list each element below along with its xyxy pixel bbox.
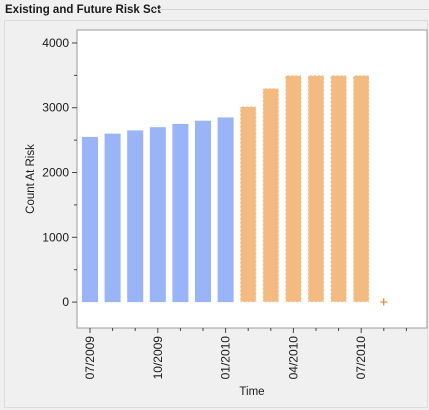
x-tick-label-0: 07/2009 <box>83 336 97 380</box>
x-axis-title: Time <box>239 386 264 398</box>
bar-future-2010-07 <box>352 74 370 303</box>
y-tick-label-4: 4000 <box>42 36 69 50</box>
bar-existing-2009-11 <box>172 123 189 303</box>
x-tick-label-2: 01/2010 <box>219 336 233 380</box>
x-axis: 07/2009 10/2009 01/2010 04/2010 07/2010 <box>83 328 407 380</box>
bar-future-2010-05 <box>307 74 325 303</box>
bar-future-2010-03 <box>262 87 280 303</box>
bar-existing-2009-07 <box>82 136 98 303</box>
panel-header[interactable]: Existing and Future Risk Set <box>0 0 429 19</box>
bar-existing-2009-12 <box>195 120 211 303</box>
x-tick-label-4: 07/2010 <box>354 336 368 380</box>
y-axis-title: Count At Risk <box>25 144 37 214</box>
bar-existing-2009-08 <box>104 133 121 303</box>
x-tick-label-3: 04/2010 <box>286 336 300 380</box>
bar-future-2010-06 <box>330 74 348 303</box>
bars <box>82 74 370 303</box>
bar-existing-2010-01 <box>217 117 234 303</box>
bar-future-2010-02 <box>239 105 257 303</box>
panel-title: Existing and Future Risk Set <box>5 3 161 16</box>
y-tick-label-2: 2000 <box>42 166 69 180</box>
header-divider <box>152 9 429 10</box>
bar-existing-2009-09 <box>127 130 144 303</box>
y-tick-label-0: 0 <box>62 295 69 309</box>
markers: + <box>379 294 388 311</box>
bar-existing-2009-10 <box>149 127 166 303</box>
bar-future-2010-04 <box>284 74 302 303</box>
plus-marker-0: + <box>379 294 388 311</box>
y-axis: 0 1000 2000 3000 4000 <box>42 36 77 309</box>
x-tick-label-1: 10/2009 <box>151 336 165 380</box>
y-tick-label-3: 3000 <box>42 101 69 115</box>
y-tick-label-1: 1000 <box>42 230 69 244</box>
